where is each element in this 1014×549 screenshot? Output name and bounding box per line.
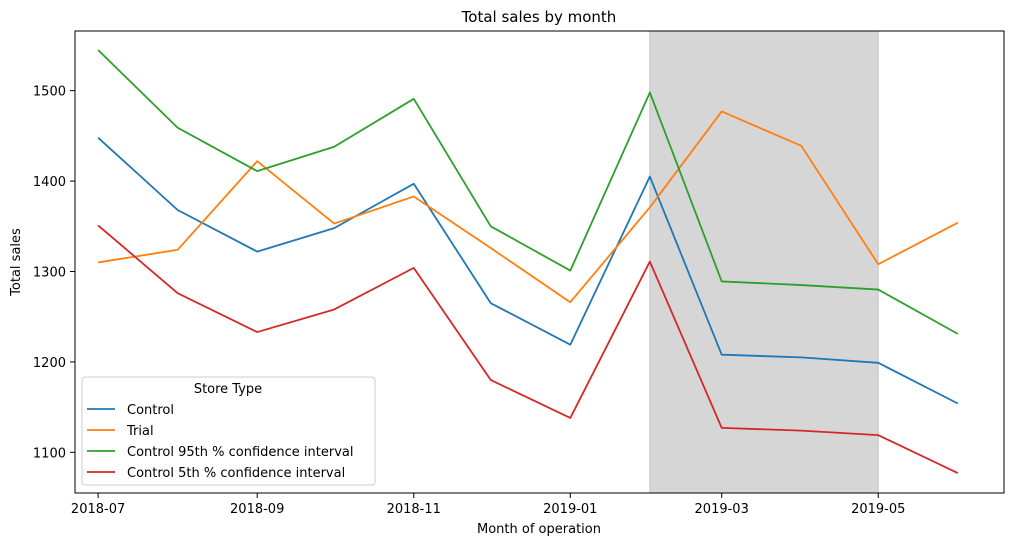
legend-title: Store Type [194, 382, 262, 397]
x-tick-label-3: 2019-01 [543, 502, 597, 517]
legend-label-1: Trial [126, 424, 154, 439]
chart-title: Total sales by month [461, 8, 617, 26]
legend: Store Type Control Trial Control 95th % con… [81, 376, 376, 486]
series-line-1 [97, 110, 959, 304]
legend-label-0: Control [127, 403, 174, 418]
y-tick-label-0: 1100 [33, 446, 66, 461]
y-axis-label: Total sales [9, 228, 24, 297]
x-tick-label-2: 2018-11 [387, 502, 441, 517]
x-tick-label-4: 2019-03 [695, 502, 749, 517]
x-tick-label-0: 2018-07 [71, 502, 125, 517]
x-tick-label-5: 2019-05 [851, 502, 905, 517]
y-tick-label-4: 1500 [33, 85, 66, 100]
y-tick-label-3: 1400 [33, 175, 66, 190]
y-tick-label-1: 1200 [33, 356, 66, 371]
shaded-region [649, 30, 879, 494]
legend-box [81, 376, 376, 486]
series-line-2 [97, 49, 959, 335]
x-tick-label-1: 2018-09 [230, 502, 284, 517]
series-line-0 [97, 137, 959, 405]
legend-label-2: Control 95th % confidence interval [127, 445, 353, 460]
y-tick-label-2: 1300 [33, 265, 66, 280]
series-line-3 [97, 224, 959, 474]
legend-label-3: Control 5th % confidence interval [127, 466, 345, 481]
plot-frame [74, 30, 1005, 494]
x-axis-label: Month of operation [477, 522, 601, 537]
